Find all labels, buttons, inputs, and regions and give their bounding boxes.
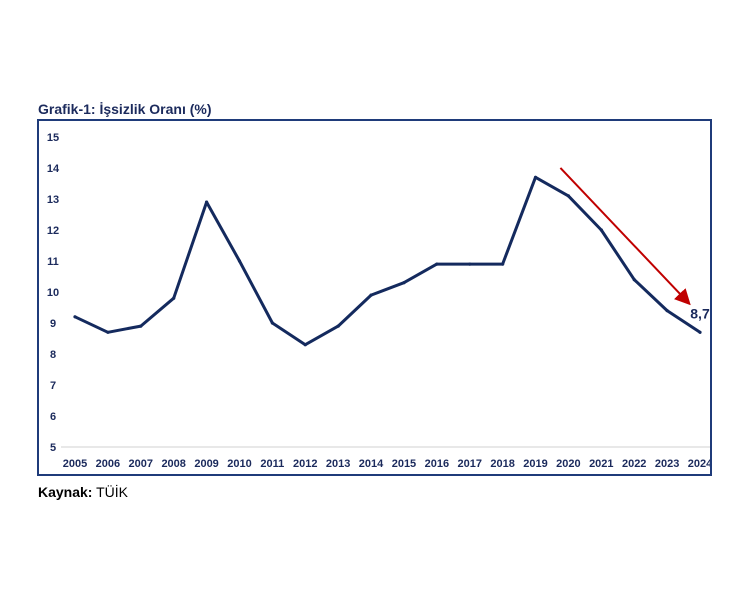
x-tick-label-2014: 2014 xyxy=(359,458,384,470)
data-point-2020 xyxy=(566,194,571,198)
x-tick-label-2019: 2019 xyxy=(523,458,547,470)
data-point-2015 xyxy=(402,281,406,285)
x-tick-label-2013: 2013 xyxy=(326,458,350,470)
source-note: Kaynak: TÜİK xyxy=(38,484,128,500)
chart-title: Grafik-1: İşsizlik Oranı (%) xyxy=(38,101,212,117)
y-tick-label-5: 5 xyxy=(50,442,56,454)
data-point-2022 xyxy=(632,278,636,282)
data-point-2012 xyxy=(303,343,307,347)
x-tick-label-2020: 2020 xyxy=(556,458,580,470)
x-tick-label-2023: 2023 xyxy=(655,458,679,470)
x-tick-label-2018: 2018 xyxy=(490,458,514,470)
data-point-2024 xyxy=(698,330,702,334)
x-tick-label-2010: 2010 xyxy=(227,458,251,470)
y-tick-label-12: 12 xyxy=(47,225,59,237)
x-tick-label-2024: 2024 xyxy=(688,458,710,470)
data-point-2010 xyxy=(237,259,242,263)
x-tick-label-2015: 2015 xyxy=(392,458,416,470)
data-point-2017 xyxy=(468,262,472,266)
data-point-2013 xyxy=(336,324,340,328)
y-tick-label-15: 15 xyxy=(47,132,59,144)
x-tick-label-2009: 2009 xyxy=(194,458,218,470)
y-tick-label-14: 14 xyxy=(47,163,60,175)
trend-arrow xyxy=(559,167,691,306)
data-point-2005 xyxy=(73,315,77,319)
y-tick-label-9: 9 xyxy=(50,318,56,330)
x-tick-label-2016: 2016 xyxy=(425,458,449,470)
y-tick-label-10: 10 xyxy=(47,287,59,299)
data-point-2014 xyxy=(369,293,373,297)
y-tick-label-13: 13 xyxy=(47,194,59,206)
data-point-2006 xyxy=(106,330,110,334)
end-value-label: 8,7 xyxy=(690,305,710,321)
y-tick-label-7: 7 xyxy=(50,380,56,392)
y-tick-label-8: 8 xyxy=(50,349,56,361)
data-point-2007 xyxy=(139,324,143,328)
x-tick-label-2012: 2012 xyxy=(293,458,317,470)
data-point-2011 xyxy=(270,321,274,325)
y-tick-label-11: 11 xyxy=(47,256,59,268)
x-tick-label-2011: 2011 xyxy=(260,458,284,470)
x-tick-label-2008: 2008 xyxy=(161,458,185,470)
source-value: TÜİK xyxy=(96,484,128,500)
x-tick-label-2022: 2022 xyxy=(622,458,646,470)
source-label: Kaynak: xyxy=(38,484,93,500)
x-tick-label-2005: 2005 xyxy=(63,458,87,470)
data-point-2021 xyxy=(599,228,603,232)
data-point-2018 xyxy=(501,262,505,266)
line-chart: 5 6 7 8 9 10 11 12 13 14 15 2005 2006 2007 2008 2009 201… xyxy=(47,132,710,470)
data-point-2016 xyxy=(435,262,439,266)
series-line-0 xyxy=(73,175,702,347)
data-point-2019 xyxy=(533,175,538,179)
y-tick-label-6: 6 xyxy=(50,411,56,423)
x-tick-label-2021: 2021 xyxy=(589,458,613,470)
x-tick-label-2017: 2017 xyxy=(457,458,481,470)
x-tick-label-2007: 2007 xyxy=(129,458,153,470)
x-tick-label-2006: 2006 xyxy=(96,458,120,470)
chart-frame: 5 6 7 8 9 10 11 12 13 14 15 2005 2006 2007 2008 2009 201… xyxy=(37,119,712,476)
data-point-2008 xyxy=(172,296,176,300)
data-point-2009 xyxy=(204,200,209,204)
data-point-2023 xyxy=(665,309,669,313)
